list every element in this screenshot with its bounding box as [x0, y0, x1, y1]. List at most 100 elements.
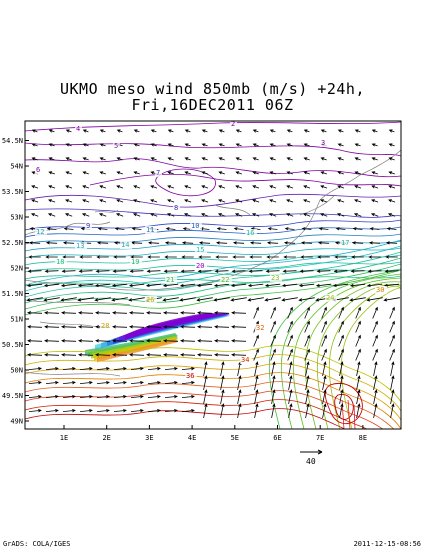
isotach-line	[25, 247, 401, 259]
wind-arrow	[196, 297, 213, 302]
wind-arrow	[372, 320, 378, 333]
wind-arrow	[197, 311, 213, 315]
wind-arrow	[231, 339, 247, 343]
wind-arrow	[337, 171, 344, 175]
contour-label: 10	[191, 222, 199, 230]
wind-arrow	[356, 375, 361, 390]
wind-arrow	[164, 381, 178, 385]
wind-arrow	[164, 409, 178, 413]
contour-label: 18	[56, 258, 64, 266]
contour-label: 16	[246, 229, 254, 237]
wind-arrow	[62, 381, 76, 385]
wind-arrow	[384, 269, 399, 273]
contour-label-bg	[195, 262, 207, 270]
wind-arrow	[269, 157, 276, 161]
wind-arrow	[248, 269, 263, 273]
wind-arrow	[77, 283, 94, 288]
isotach-line	[328, 285, 401, 429]
wind-arrow	[184, 185, 192, 189]
wind-arrow	[218, 157, 225, 161]
wind-speed-fill	[85, 313, 230, 363]
wind-arrow	[112, 269, 127, 273]
wind-arrow	[62, 255, 75, 259]
contour-label: 32	[256, 324, 264, 332]
contour-label: 14	[121, 241, 129, 249]
wind-arrow	[285, 213, 294, 217]
isotach-line	[25, 208, 401, 218]
wind-arrow	[281, 297, 298, 302]
wind-arrow	[43, 283, 60, 288]
wind-arrow	[129, 269, 144, 273]
coastline-segment	[25, 371, 121, 377]
wind-arrow	[366, 283, 383, 288]
wind-arrow	[303, 157, 310, 161]
wind-arrow	[99, 199, 107, 203]
wind-arrow	[320, 199, 328, 203]
wind-arrow	[371, 157, 378, 161]
wind-arrow	[149, 213, 158, 217]
wind-arrow	[196, 283, 213, 288]
contour-label: 19	[131, 258, 139, 266]
wind-arrow	[111, 283, 128, 288]
wind-arrow	[133, 129, 140, 133]
y-axis: 54.5N 54N 53.5N 53N 52.5N 52N 51.5N 51N 50.5N 50N…	[2, 137, 29, 426]
wind-arrow	[164, 241, 177, 245]
y-tick-label: 50N	[10, 367, 23, 375]
wind-arrow	[79, 381, 93, 385]
wind-arrow	[267, 227, 278, 231]
x-tick-label: 5E	[231, 434, 239, 442]
contour-label-bg	[75, 125, 82, 133]
wind-arrow	[133, 157, 140, 161]
wind-arrow	[231, 325, 247, 329]
contour-label: 15	[196, 246, 204, 254]
wind-arrow	[94, 283, 111, 288]
wind-arrow	[180, 325, 196, 329]
wind-arrow	[115, 213, 124, 217]
wind-arrow	[116, 171, 123, 175]
wind-arrow	[95, 339, 111, 343]
wind-arrow	[28, 409, 42, 413]
wind-arrow	[283, 241, 296, 245]
isotach-line	[25, 408, 346, 429]
wind-arrow	[197, 269, 212, 273]
contour-label-bg	[35, 228, 47, 236]
wind-arrow	[201, 185, 209, 189]
wind-arrow	[164, 255, 177, 259]
wind-arrow	[337, 143, 344, 147]
wind-arrow	[62, 395, 76, 399]
wind-arrow	[371, 199, 379, 203]
isotach-line	[155, 168, 216, 197]
wind-arrow	[270, 320, 276, 333]
contour-label-bg	[100, 322, 112, 330]
wind-arrow	[82, 143, 89, 147]
wind-arrow	[265, 269, 280, 273]
wind-arrow	[28, 395, 42, 399]
wind-arrow	[218, 171, 225, 175]
wind-arrow	[43, 297, 60, 302]
contour-label-bg	[245, 229, 257, 237]
isotach-line	[25, 254, 401, 266]
isotach-line	[25, 158, 401, 178]
wind-arrow	[252, 157, 259, 161]
wind-arrow	[28, 255, 41, 259]
isotach-line	[89, 173, 401, 187]
wind-arrow	[28, 381, 42, 385]
wind-arrow	[46, 227, 57, 231]
wind-arrow	[287, 306, 293, 319]
wind-arrow	[181, 241, 194, 245]
wind-arrow	[166, 213, 175, 217]
wind-arrow	[220, 389, 225, 404]
plot-frame	[24, 120, 402, 430]
isotach-contours	[25, 121, 401, 429]
contour-label: 17	[341, 239, 349, 247]
wind-arrow	[97, 227, 108, 231]
wind-arrow	[28, 241, 41, 245]
wind-arrow	[31, 143, 38, 147]
wind-arrow	[302, 213, 311, 217]
wind-arrow	[356, 361, 361, 376]
wind-arrow	[48, 157, 55, 161]
wind-arrow	[164, 367, 178, 371]
wind-arrow	[218, 185, 226, 189]
wind-arrow	[201, 171, 208, 175]
